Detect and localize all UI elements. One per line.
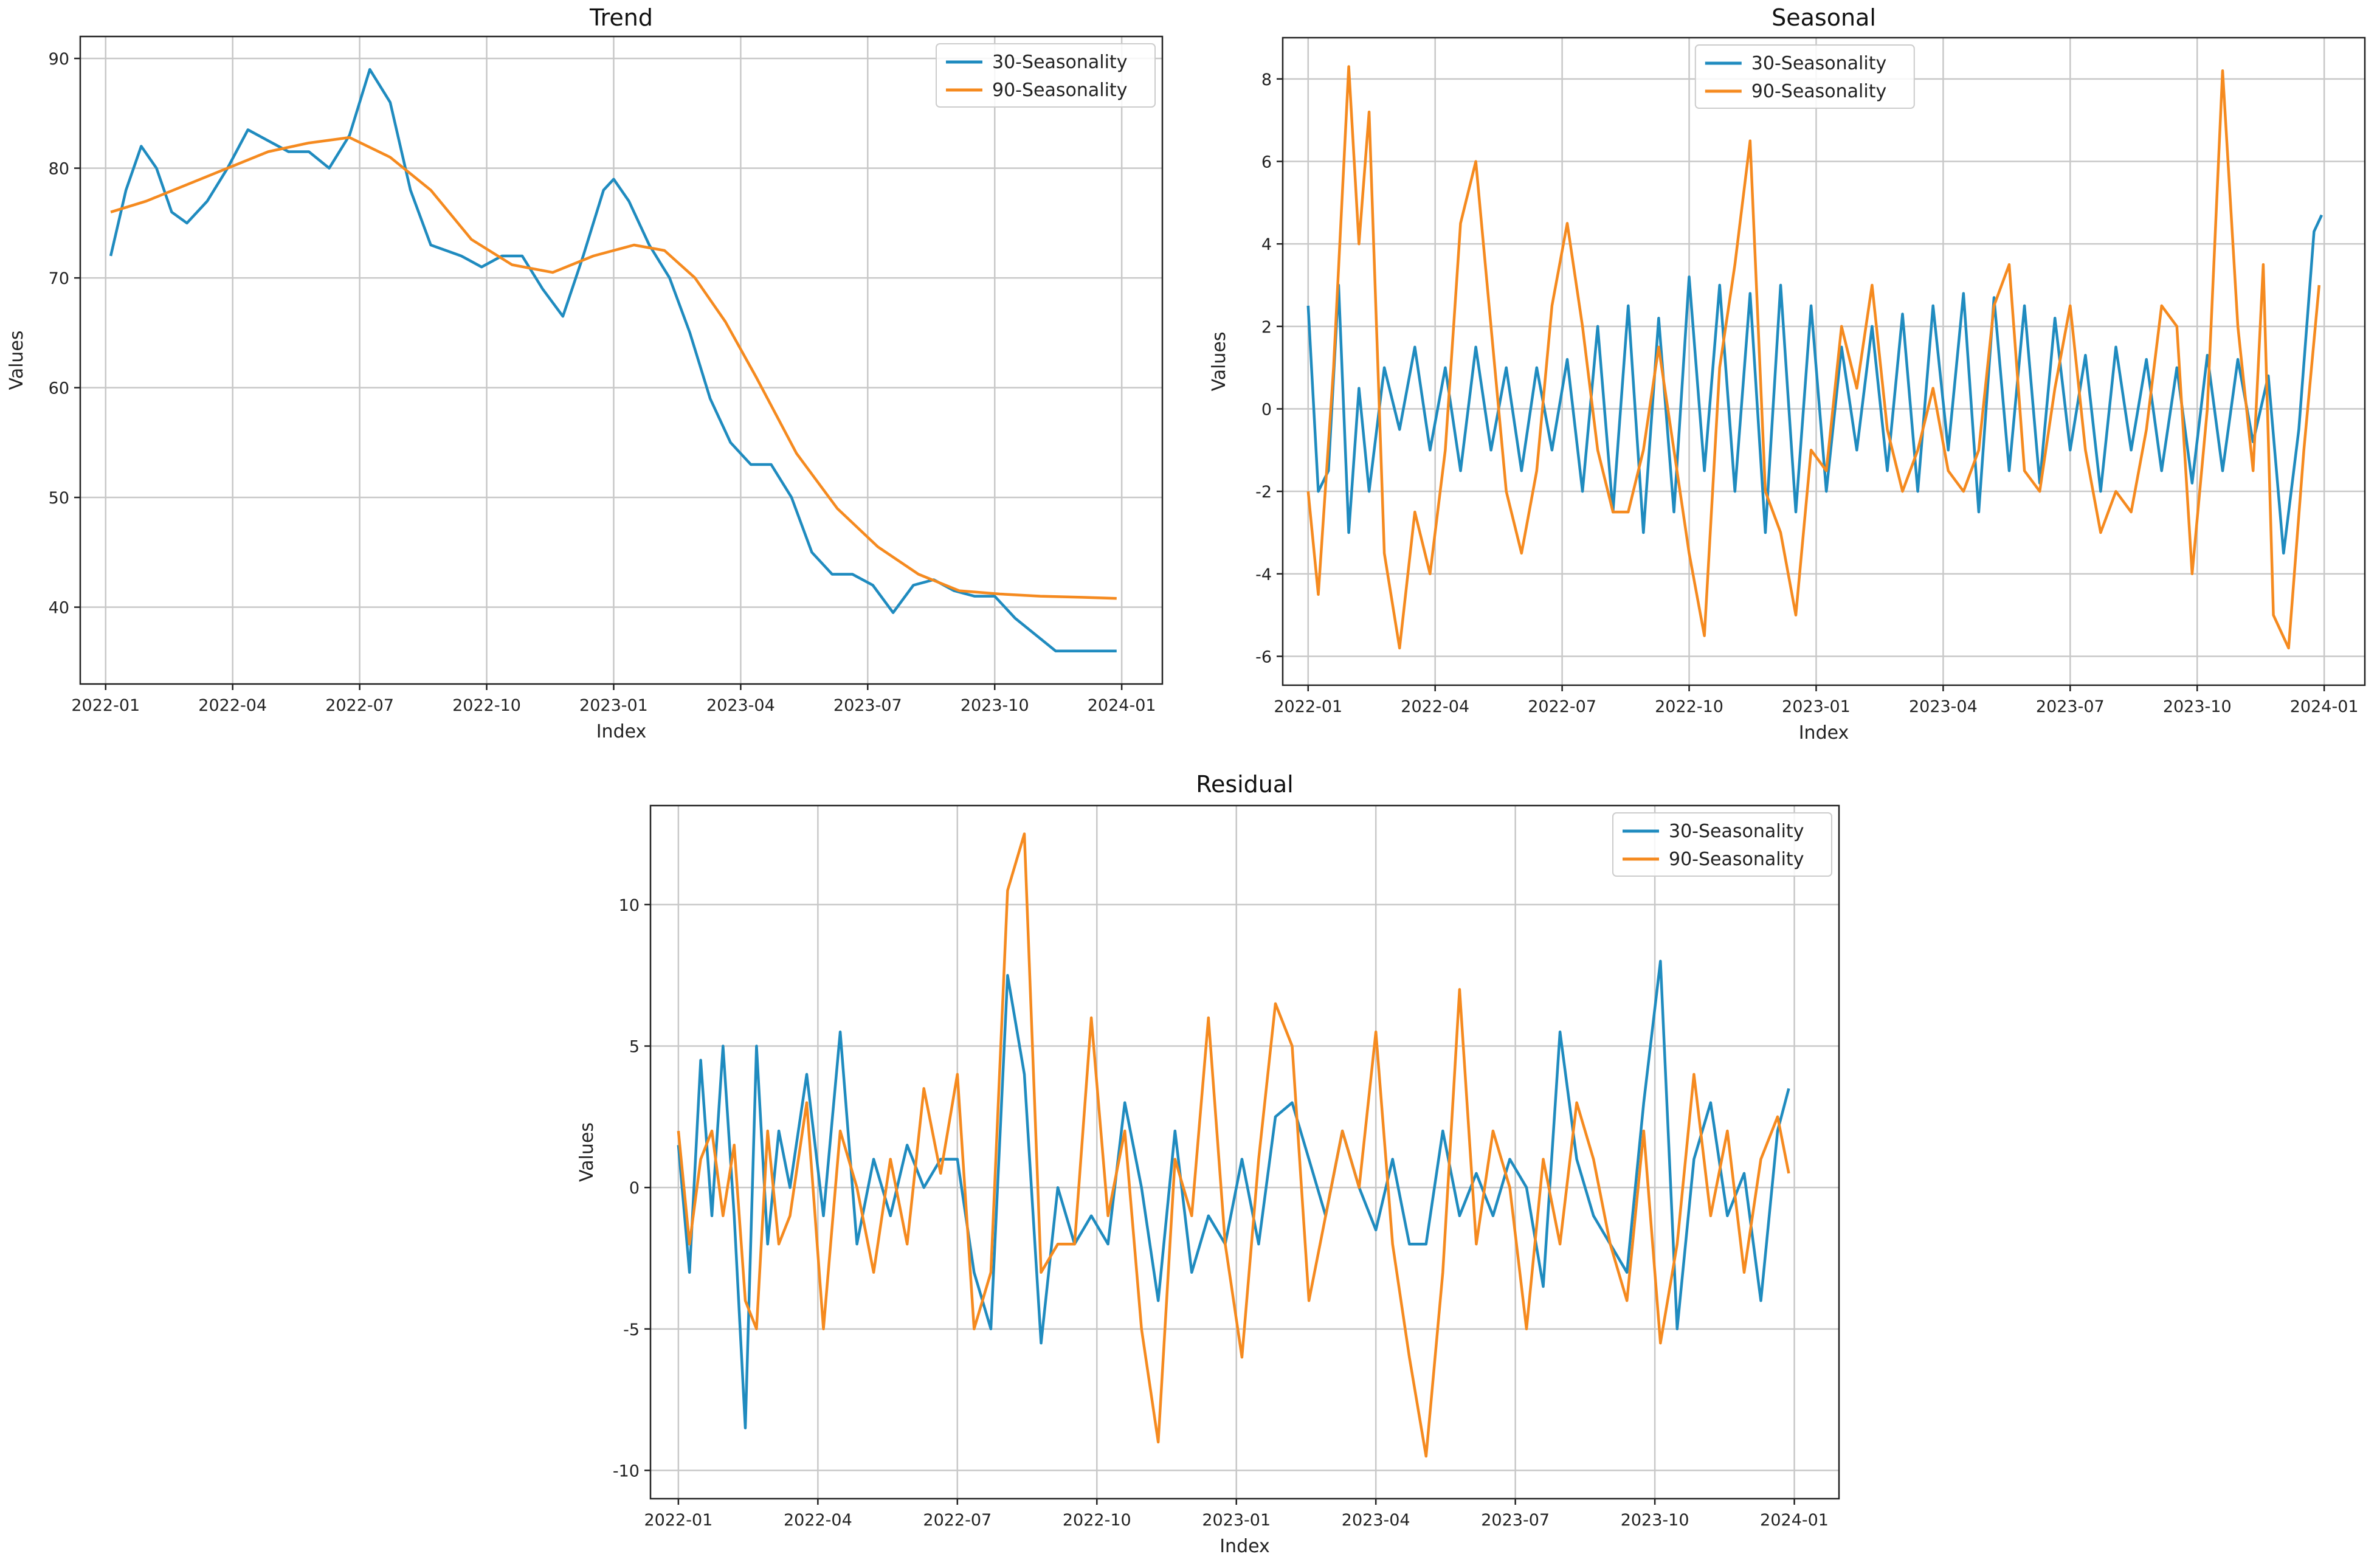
trend-legend-box bbox=[936, 43, 1156, 108]
residual-xtick-label: 2022-10 bbox=[1063, 1511, 1131, 1530]
trend-xtick-label: 2023-07 bbox=[833, 696, 902, 715]
trend-ytick-label: 80 bbox=[49, 160, 69, 179]
trend-xtick-label: 2022-10 bbox=[452, 696, 521, 715]
trend-series-90-seasonality-line bbox=[110, 136, 1117, 600]
residual-title: Residual bbox=[1196, 771, 1293, 798]
trend-yaxis-label: Values bbox=[6, 330, 27, 390]
residual-legend-box bbox=[1612, 812, 1832, 877]
seasonal-xtick-label: 2023-04 bbox=[1909, 697, 1978, 716]
seasonal-xtick-label: 2023-10 bbox=[2163, 697, 2232, 716]
seasonal-xtick-label: 2023-07 bbox=[2036, 697, 2105, 716]
trend-plot-frame bbox=[79, 35, 1164, 685]
seasonal-xtick-label: 2022-07 bbox=[1528, 697, 1596, 716]
seasonal-ytick-label: 2 bbox=[1261, 318, 1272, 337]
residual-ytick-label: 5 bbox=[629, 1038, 640, 1057]
trend-legend-label: 90-Seasonality bbox=[992, 80, 1127, 101]
seasonal-series-30-seasonality-line bbox=[1306, 214, 2324, 555]
seasonal-ytick-label: 4 bbox=[1261, 235, 1272, 254]
residual-xaxis-label: Index bbox=[1220, 1536, 1270, 1557]
seasonal-legend-box bbox=[1694, 44, 1915, 109]
residual-xtick-label: 2023-07 bbox=[1481, 1511, 1550, 1530]
seasonal-yaxis-label: Values bbox=[1209, 331, 1230, 391]
residual-ytick-label: -5 bbox=[623, 1321, 640, 1339]
trend-ytick-label: 50 bbox=[49, 489, 69, 508]
trend-title: Trend bbox=[589, 4, 653, 31]
trend-legend: 30-Seasonality 90-Seasonality bbox=[936, 43, 1156, 108]
residual-series-90-seasonality-line bbox=[677, 832, 1790, 1458]
trend-ytick-label: 90 bbox=[49, 50, 69, 69]
seasonal-plot-frame bbox=[1282, 36, 2366, 686]
residual-xtick-label: 2024-01 bbox=[1760, 1511, 1829, 1530]
residual-xtick-label: 2023-01 bbox=[1202, 1511, 1271, 1530]
seasonal-xtick-label: 2022-04 bbox=[1401, 697, 1469, 716]
residual-xtick-label: 2022-01 bbox=[644, 1511, 712, 1530]
residual-xtick-label: 2023-04 bbox=[1342, 1511, 1410, 1530]
residual-xtick-label: 2022-07 bbox=[923, 1511, 992, 1530]
trend-xtick-label: 2022-07 bbox=[325, 696, 394, 715]
trend-xtick-label: 2022-01 bbox=[71, 696, 140, 715]
trend-chart: Trend 2022-01 2022-04 2022-07 2022-10 2023-01… bbox=[6, 4, 1164, 742]
seasonal-legend-label: 30-Seasonality bbox=[1751, 53, 1886, 74]
residual-legend: 30-Seasonality 90-Seasonality bbox=[1612, 812, 1832, 877]
seasonal-title: Seasonal bbox=[1772, 4, 1876, 31]
residual-legend-label: 90-Seasonality bbox=[1669, 849, 1804, 870]
trend-ytick-label: 70 bbox=[49, 269, 69, 288]
seasonal-chart: Seasonal 2022-01 2022-04 2022-07 2022-10 2023… bbox=[1209, 4, 2366, 744]
seasonal-xtick-label: 2022-10 bbox=[1655, 697, 1723, 716]
seasonal-ytick-label: 0 bbox=[1261, 401, 1272, 420]
residual-plot-frame bbox=[649, 804, 1840, 1500]
seasonal-ytick-label: 8 bbox=[1261, 71, 1272, 89]
residual-yaxis-label: Values bbox=[576, 1122, 598, 1182]
residual-ytick-label: 10 bbox=[619, 896, 640, 915]
trend-ytick-label: 40 bbox=[49, 599, 69, 618]
residual-ytick-label: 0 bbox=[629, 1179, 640, 1198]
residual-ytick-label: -10 bbox=[613, 1462, 640, 1480]
seasonal-ytick-label: -6 bbox=[1255, 648, 1272, 667]
seasonal-xaxis-label: Index bbox=[1799, 722, 1849, 744]
residual-legend-label: 30-Seasonality bbox=[1669, 821, 1804, 842]
trend-xtick-label: 2024-01 bbox=[1088, 696, 1156, 715]
seasonal-ytick-label: -4 bbox=[1255, 565, 1272, 584]
residual-xtick-label: 2023-10 bbox=[1621, 1511, 1689, 1530]
seasonal-legend-label: 90-Seasonality bbox=[1751, 81, 1886, 102]
seasonal-xtick-label: 2022-01 bbox=[1274, 697, 1342, 716]
seasonal-xtick-label: 2023-01 bbox=[1782, 697, 1851, 716]
residual-chart: Residual 2022-01 2022-04 2022-07 2022-10 2023… bbox=[576, 771, 1840, 1557]
trend-legend-label: 30-Seasonality bbox=[992, 52, 1127, 73]
trend-xtick-label: 2023-01 bbox=[579, 696, 648, 715]
seasonal-ytick-label: 6 bbox=[1261, 153, 1272, 172]
residual-xtick-label: 2022-04 bbox=[784, 1511, 852, 1530]
trend-ytick-label: 60 bbox=[49, 379, 69, 398]
seasonal-ytick-label: -2 bbox=[1255, 483, 1272, 502]
trend-xtick-label: 2022-04 bbox=[198, 696, 267, 715]
trend-xtick-label: 2023-04 bbox=[706, 696, 775, 715]
seasonal-series-90-seasonality-line bbox=[1306, 65, 2321, 650]
residual-series-30-seasonality-line bbox=[677, 959, 1790, 1429]
trend-xaxis-label: Index bbox=[596, 721, 647, 742]
seasonal-legend: 30-Seasonality 90-Seasonality bbox=[1694, 44, 1915, 109]
trend-xtick-label: 2023-10 bbox=[961, 696, 1029, 715]
seasonal-xtick-label: 2024-01 bbox=[2290, 697, 2359, 716]
